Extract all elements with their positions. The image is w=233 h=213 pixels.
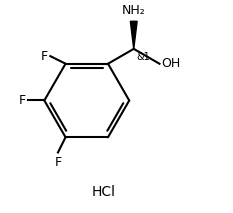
Text: &1: &1 [136,52,150,62]
Text: F: F [41,50,48,63]
Text: HCl: HCl [92,185,116,199]
Text: F: F [54,156,62,169]
Text: OH: OH [162,57,181,70]
Text: F: F [19,94,26,107]
Text: NH₂: NH₂ [122,4,146,17]
Polygon shape [130,21,137,49]
